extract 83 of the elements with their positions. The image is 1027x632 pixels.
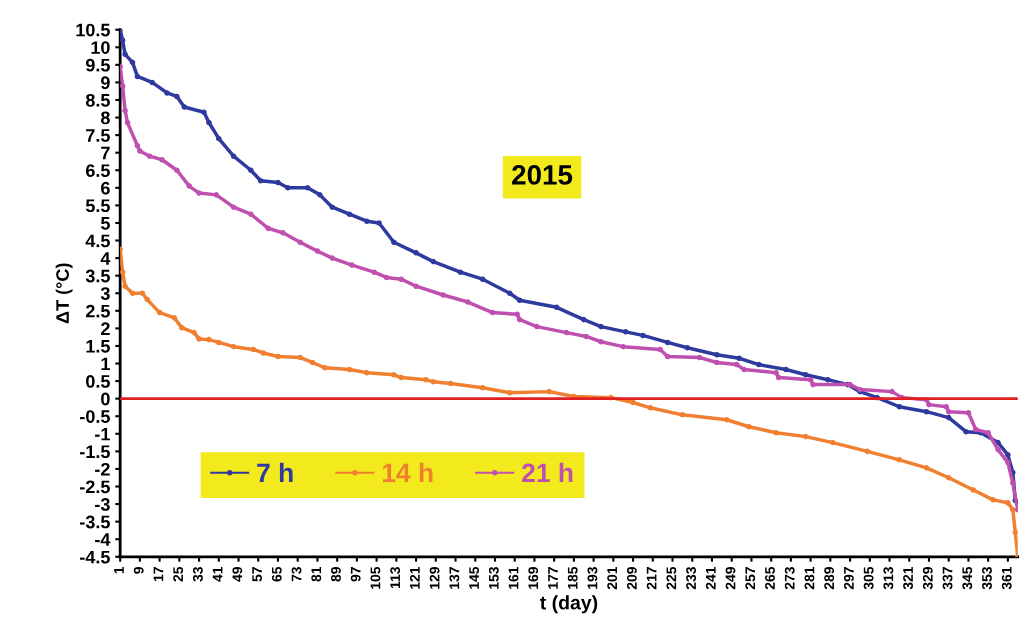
x-tick-label: 81 [311,566,322,582]
y-tick-label: -4.5 [80,550,110,564]
y-tick-label: 1.5 [86,340,110,353]
x-tick-label: 145 [469,566,479,589]
x-tick-label: 25 [173,566,184,582]
y-tick-label: 8 [100,111,110,125]
x-tick-label: 105 [370,566,381,589]
y-tick-label: -3.5 [80,515,110,529]
x-tick-label: 153 [488,567,499,589]
y-tick-label: 8.5 [85,93,110,107]
y-tick-label: 0.5 [86,375,110,388]
y-tick-label: 9 [101,76,110,90]
x-tick-label: 289 [824,567,835,590]
x-tick-label: 9 [133,567,144,574]
x-tick-label: 177 [548,567,558,589]
x-tick-label: 265 [765,566,775,590]
x-tick-label: 113 [390,567,401,589]
legend-label: 14 h [382,462,433,482]
x-tick-label: 41 [212,566,223,582]
y-tick-label: -1.5 [80,445,110,459]
x-tick-label: 49 [232,567,243,582]
x-tick-label: 321 [903,566,913,590]
x-tick-label: 185 [567,566,578,589]
y-tick-label: 10 [91,41,110,54]
y-tick-label: 0 [101,392,110,406]
x-tick-label: 161 [508,566,519,589]
x-tick-label: 73 [291,567,302,582]
y-tick-label: -3 [95,498,110,511]
x-tick-label: 33 [192,567,203,582]
y-tick-label: 3.5 [85,269,110,283]
y-tick-label: 2.5 [85,304,110,318]
x-axis-title: t (day) [540,595,598,614]
y-tick-label: -2 [95,462,110,476]
x-tick-label: 225 [666,566,677,590]
y-tick-label: -2.5 [80,480,110,494]
x-tick-label: 313 [883,567,894,590]
x-tick-label: 361 [1001,566,1012,590]
x-tick-label: 329 [922,567,933,590]
legend-label: 7 h [257,462,293,482]
x-tick-label: 201 [607,566,618,590]
y-tick-label: 7 [101,146,110,160]
y-tick-label: 2 [101,322,110,335]
x-tick-label: 281 [804,566,815,590]
y-tick-label: 9.5 [85,58,110,72]
x-tick-label: 209 [626,567,637,590]
x-tick-label: 305 [863,566,874,590]
y-tick-label: 7.5 [86,129,110,142]
y-tick-label: 1 [101,357,110,371]
x-tick-label: 97 [350,567,361,582]
x-tick-label: 137 [449,567,460,589]
y-tick-label: 10.5 [76,23,110,37]
x-tick-label: 57 [252,567,262,582]
x-tick-label: 193 [587,567,598,589]
x-tick-label: 241 [705,566,716,590]
legend-label: 21 h [522,462,573,482]
x-tick-label: 89 [331,567,341,582]
x-tick-label: 257 [745,567,756,590]
y-tick-label: 4 [100,252,111,265]
x-tick-label: 217 [646,567,657,590]
x-tick-label: 233 [686,567,696,590]
y-tick-label: -1 [95,427,110,441]
x-tick-label: 169 [528,567,539,589]
x-tick-label: 297 [843,567,854,590]
y-tick-label: 3 [100,287,110,300]
y-tick-label: 6.5 [86,164,110,177]
y-axis-title: ΔT (°C) [55,263,73,324]
x-tick-label: 337 [942,567,953,590]
x-tick-label: 345 [962,566,973,590]
annotation: 2015 [512,165,573,185]
x-tick-label: 121 [409,566,420,589]
y-tick-label: 4.5 [85,234,110,248]
y-tick-label: 6 [101,181,110,195]
y-tick-label: -0.5 [80,410,110,423]
x-tick-label: 273 [784,567,795,590]
x-tick-label: 129 [429,567,440,589]
x-tick-label: 249 [725,567,736,590]
y-tick-label: -4 [95,533,111,546]
x-tick-label: 17 [153,567,164,582]
x-tick-label: 1 [114,566,124,574]
x-tick-label: 353 [982,567,992,590]
x-tick-label: 65 [271,566,282,582]
y-tick-label: 5 [100,217,110,230]
y-tick-label: 5.5 [85,199,110,213]
